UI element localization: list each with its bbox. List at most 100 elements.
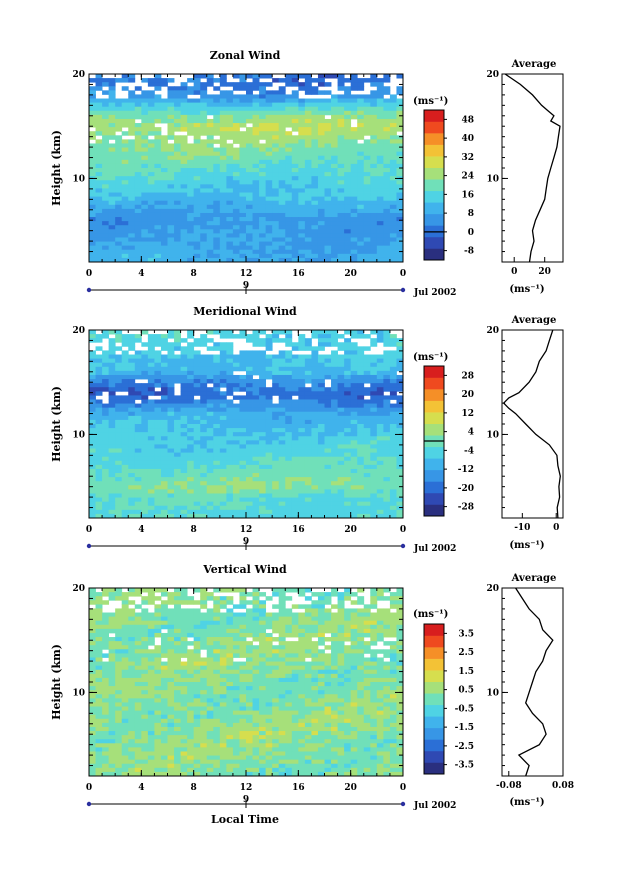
heatmap-cell (265, 127, 273, 132)
heatmap-cell (272, 98, 280, 104)
heatmap-cell (193, 362, 201, 368)
heatmap-cell (141, 444, 149, 449)
date-axis-value: 9 (243, 537, 249, 547)
heatmap-cell (193, 229, 201, 234)
heatmap-cell (219, 632, 227, 638)
heatmap-cell (324, 501, 332, 507)
heatmap-cell (291, 489, 299, 494)
heatmap-cell (278, 612, 286, 618)
heatmap-cell (383, 110, 391, 116)
heatmap-cell (285, 501, 293, 507)
heatmap-cell (206, 155, 214, 161)
heatmap-cell (246, 82, 253, 87)
heatmap-cell (317, 391, 325, 396)
heatmap-cell (102, 180, 110, 185)
heatmap-cell (376, 632, 384, 638)
heatmap-cell (200, 415, 208, 421)
heatmap-cell (272, 428, 280, 433)
heatmap-cell (200, 184, 208, 189)
heatmap-cell (187, 403, 195, 409)
heatmap-cell (167, 225, 175, 230)
heatmap-cell (95, 468, 103, 474)
heatmap-cell (344, 485, 352, 490)
heatmap-cell (128, 354, 136, 360)
heatmap-cell (200, 334, 208, 339)
heatmap-cell (331, 131, 338, 136)
heatmap-cell (187, 123, 195, 128)
heatmap-cell (278, 399, 286, 404)
heatmap-cell (331, 415, 338, 421)
heatmap-cell (311, 452, 319, 458)
heatmap-cell (239, 139, 247, 144)
heatmap-cell (285, 139, 293, 144)
heatmap-cell (291, 354, 299, 360)
heatmap-cell (331, 192, 338, 198)
heatmap-cell (311, 366, 319, 372)
heatmap-cell (252, 489, 260, 494)
heatmap-cell (265, 184, 273, 189)
heatmap-cell (200, 82, 208, 87)
x-tick-label: 0 (86, 269, 92, 279)
heatmap-cell (95, 237, 103, 242)
heatmap-cell (331, 505, 338, 511)
heatmap-cell (376, 460, 384, 466)
heatmap-cell (193, 464, 201, 470)
heatmap-cell (389, 168, 397, 173)
heatmap-cell (180, 440, 188, 445)
heatmap-cell (317, 229, 325, 234)
heatmap-cell (246, 94, 253, 99)
heatmap-cell (187, 196, 195, 202)
heatmap-cell (331, 114, 338, 120)
heatmap-cell (357, 497, 365, 503)
heatmap-cell (154, 362, 162, 368)
heatmap-cell (147, 366, 155, 372)
heatmap-cell (232, 98, 240, 104)
heatmap-cell (187, 143, 195, 148)
heatmap-cell (278, 143, 286, 148)
heatmap-cell (108, 78, 116, 83)
heatmap-cell (206, 208, 214, 214)
heatmap-cell (324, 460, 332, 466)
heatmap-cell (154, 82, 162, 87)
heatmap-cell (115, 387, 123, 392)
heatmap-cell (226, 460, 234, 466)
heatmap-cell (259, 620, 267, 626)
heatmap-cell (304, 399, 312, 404)
heatmap-cell (121, 192, 129, 198)
heatmap-cell (141, 624, 149, 630)
heatmap-cell (396, 229, 404, 234)
heatmap-cell (108, 362, 116, 368)
heatmap-cell (357, 229, 365, 234)
heatmap-cell (278, 513, 286, 519)
heatmap-cell (278, 477, 286, 482)
heatmap-cell (298, 346, 306, 351)
heatmap-cell (363, 163, 371, 169)
heatmap-cell (239, 481, 247, 486)
heatmap-cell (115, 383, 123, 388)
heatmap-cell (259, 147, 267, 153)
heatmap-cell (298, 444, 306, 449)
heatmap-cell (128, 172, 136, 177)
heatmap-cell (357, 432, 365, 437)
heatmap-cell (154, 217, 162, 222)
heatmap-cell (278, 159, 286, 165)
heatmap-cell (252, 473, 260, 478)
heatmap-cell (115, 473, 123, 478)
heatmap-cell (265, 114, 273, 120)
heatmap-cell (304, 354, 312, 360)
heatmap-cell (376, 86, 384, 91)
heatmap-cell (219, 78, 227, 83)
heatmap-cell (206, 493, 214, 498)
heatmap-cell (357, 387, 365, 392)
heatmap-cell (285, 330, 293, 335)
heatmap-cell (350, 407, 358, 413)
heatmap-cell (298, 233, 306, 238)
heatmap-cell (213, 448, 221, 454)
heatmap-cell (376, 612, 384, 618)
heatmap-cell (278, 102, 286, 108)
heatmap-cell (291, 505, 299, 511)
heatmap-cell (134, 106, 142, 112)
heatmap-cell (141, 118, 149, 124)
heatmap-cell (160, 501, 168, 507)
heatmap-cell (396, 620, 404, 626)
